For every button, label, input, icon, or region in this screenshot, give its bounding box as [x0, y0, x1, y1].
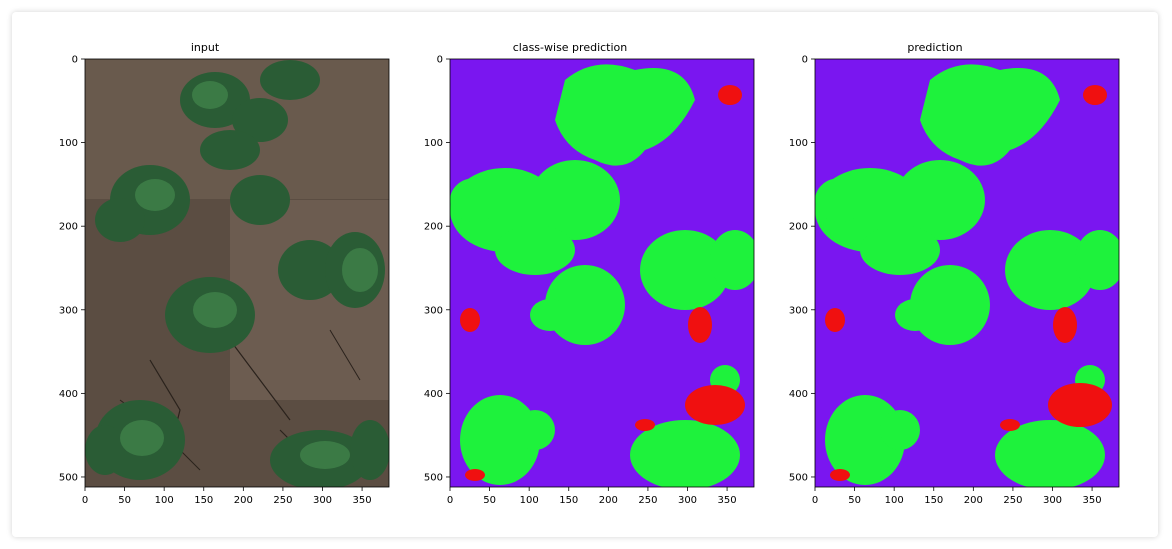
y-tick-label: 200: [789, 222, 808, 233]
x-tick-label: 300: [313, 495, 332, 506]
y-ticks-classwise: 0 100 200 300 400 500: [424, 55, 450, 483]
y-tick-label: 0: [802, 55, 808, 66]
y-ticks-input: 0 100 200 300 400 500: [59, 55, 85, 483]
y-ticks-prediction: 0 100 200 300 400 500: [789, 55, 815, 483]
x-tick-label: 250: [638, 495, 657, 506]
x-tick-label: 200: [964, 495, 983, 506]
x-ticks-input: 0 50 100 150 200 250 300 350: [82, 487, 372, 506]
y-tick-label: 100: [59, 138, 78, 149]
x-tick-label: 350: [1083, 495, 1102, 506]
x-ticks-classwise: 0 50 100 150 200 250 300 350: [447, 487, 737, 506]
panel-title-prediction: prediction: [907, 41, 963, 54]
x-tick-label: 0: [82, 495, 88, 506]
x-tick-label: 50: [118, 495, 131, 506]
x-tick-label: 300: [678, 495, 697, 506]
axes-prediction: 0 50 100 150 200 250 300 350 0 100 200 300 400 500: [789, 55, 1120, 506]
mask-prediction: [815, 59, 1119, 487]
mask-classwise: [450, 59, 754, 487]
x-tick-label: 100: [885, 495, 904, 506]
x-tick-label: 150: [924, 495, 943, 506]
x-ticks-prediction: 0 50 100 150 200 250 300 350: [812, 487, 1102, 506]
x-tick-label: 100: [520, 495, 539, 506]
x-tick-label: 100: [155, 495, 174, 506]
x-tick-label: 150: [559, 495, 578, 506]
panel-title-classwise: class-wise prediction: [512, 41, 628, 54]
x-tick-label: 0: [447, 495, 453, 506]
y-tick-label: 500: [424, 472, 443, 483]
y-tick-label: 0: [437, 55, 443, 66]
x-tick-label: 150: [194, 495, 213, 506]
y-tick-label: 400: [789, 389, 808, 400]
x-tick-label: 300: [1043, 495, 1062, 506]
y-tick-label: 500: [789, 472, 808, 483]
y-tick-label: 500: [59, 472, 78, 483]
y-tick-label: 200: [59, 222, 78, 233]
y-tick-label: 200: [424, 222, 443, 233]
x-tick-label: 0: [812, 495, 818, 506]
y-tick-label: 100: [789, 138, 808, 149]
x-tick-label: 50: [483, 495, 496, 506]
y-tick-label: 100: [424, 138, 443, 149]
panel-title-input: input: [190, 41, 220, 54]
x-tick-label: 50: [848, 495, 861, 506]
panel-classwise: class-wise prediction: [395, 0, 755, 549]
y-tick-label: 400: [59, 389, 78, 400]
y-tick-label: 300: [59, 305, 78, 316]
x-tick-label: 250: [1003, 495, 1022, 506]
x-tick-label: 350: [718, 495, 737, 506]
x-tick-label: 350: [353, 495, 372, 506]
panel-input: input: [30, 0, 390, 549]
y-tick-label: 300: [424, 305, 443, 316]
x-tick-label: 200: [599, 495, 618, 506]
axes-input: 0 50 100 150 200 250 300 350 0 100 200 300 400 500: [59, 55, 390, 506]
axes-classwise: 0 50 100 150 200 250 300 350 0 100 200 300 400 500: [424, 55, 755, 506]
y-tick-label: 0: [72, 55, 78, 66]
y-tick-label: 300: [789, 305, 808, 316]
x-tick-label: 200: [234, 495, 253, 506]
panel-prediction: prediction: [760, 0, 1120, 549]
y-tick-label: 400: [424, 389, 443, 400]
x-tick-label: 250: [273, 495, 292, 506]
